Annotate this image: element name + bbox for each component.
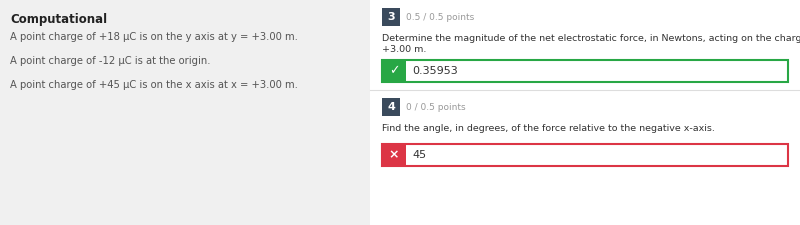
FancyBboxPatch shape	[382, 8, 400, 26]
Text: Find the angle, in degrees, of the force relative to the negative x-axis.: Find the angle, in degrees, of the force…	[382, 124, 715, 133]
FancyBboxPatch shape	[382, 98, 400, 116]
Text: 0.35953: 0.35953	[412, 66, 458, 76]
FancyBboxPatch shape	[406, 144, 788, 166]
Text: 0 / 0.5 points: 0 / 0.5 points	[406, 103, 466, 112]
Text: ✓: ✓	[389, 65, 399, 77]
FancyBboxPatch shape	[382, 60, 406, 82]
Text: 4: 4	[387, 102, 395, 112]
Text: ×: ×	[389, 148, 399, 162]
Text: A point charge of +45 μC is on the x axis at x = +3.00 m.: A point charge of +45 μC is on the x axi…	[10, 80, 298, 90]
Text: 45: 45	[412, 150, 426, 160]
FancyBboxPatch shape	[370, 0, 800, 225]
Text: A point charge of -12 μC is at the origin.: A point charge of -12 μC is at the origi…	[10, 56, 210, 66]
Text: +3.00 m.: +3.00 m.	[382, 45, 426, 54]
Text: A point charge of +18 μC is on the y axis at y = +3.00 m.: A point charge of +18 μC is on the y axi…	[10, 32, 298, 42]
Text: 0.5 / 0.5 points: 0.5 / 0.5 points	[406, 13, 474, 22]
Text: Computational: Computational	[10, 13, 107, 26]
FancyBboxPatch shape	[406, 60, 788, 82]
Text: 3: 3	[387, 12, 395, 22]
Text: Determine the magnitude of the net electrostatic force, in Newtons, acting on th: Determine the magnitude of the net elect…	[382, 34, 800, 43]
FancyBboxPatch shape	[382, 144, 406, 166]
